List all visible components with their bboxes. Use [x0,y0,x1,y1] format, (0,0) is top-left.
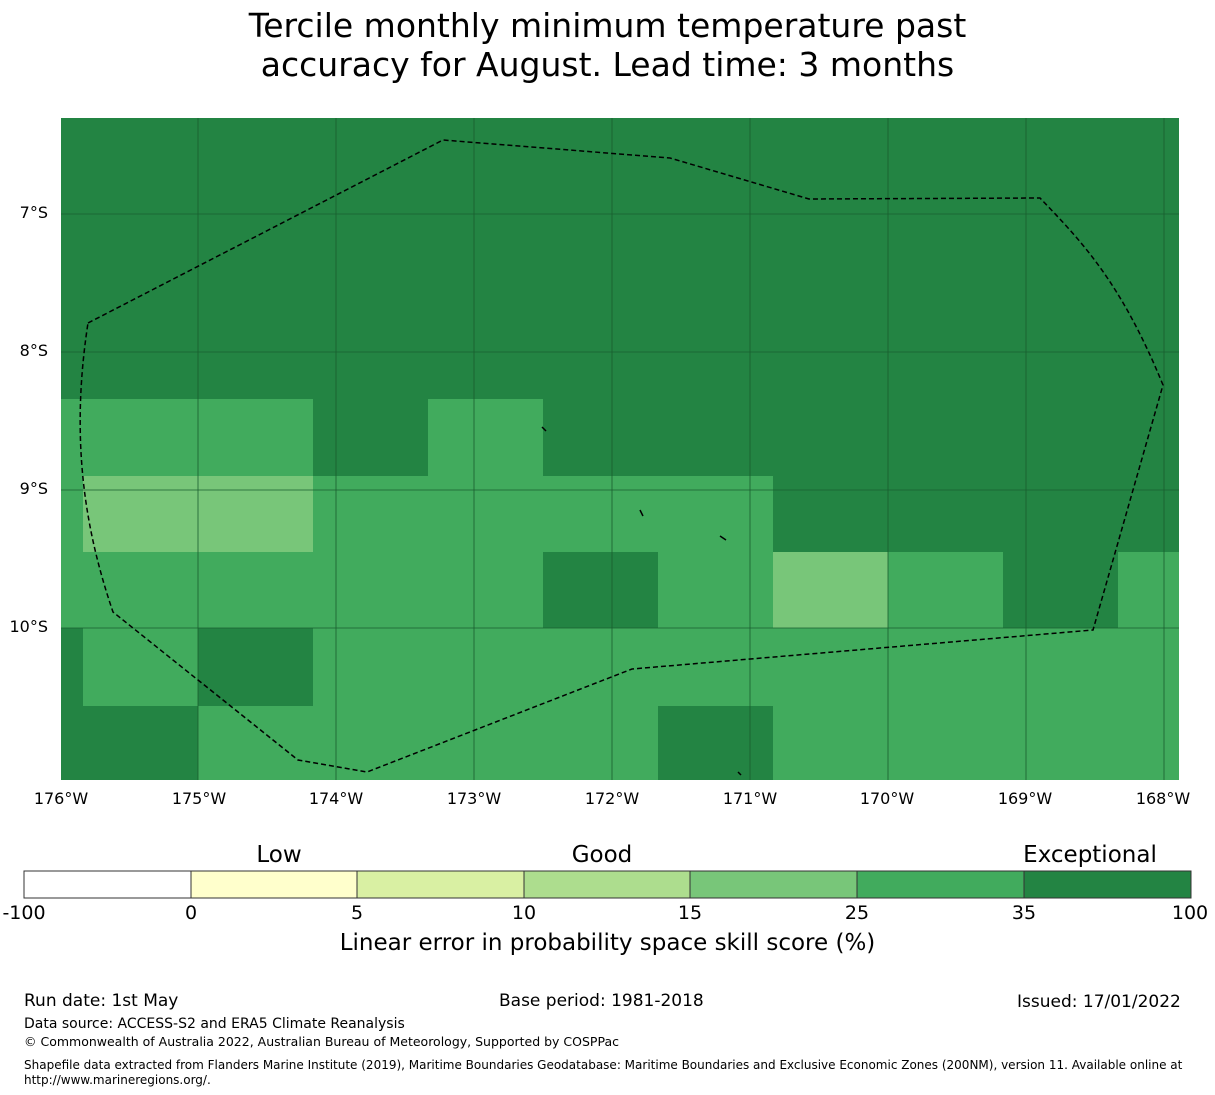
island-mark [639,509,644,517]
colorbar-tick: 25 [844,902,870,924]
run-date: Run date: 1st May [24,991,179,1011]
lat-label-8s: 8°S [19,341,48,360]
lon-label-168w: 168°W [1135,789,1191,808]
lon-label-176w: 176°W [33,789,89,808]
colorbar-tick: 5 [350,902,364,924]
base-period: Base period: 1981-2018 [499,991,704,1011]
skill-cell [658,552,773,628]
colorbar-tick: -100 [2,902,46,924]
lon-label-171w: 171°W [722,789,778,808]
colorbar-tick: 10 [511,902,537,924]
shapefile-credit: Shapefile data extracted from Flanders M… [24,1058,1183,1087]
skill-cell [61,399,313,476]
colorbar-box [689,870,858,899]
colorbar-box [523,870,691,899]
skill-cell [888,552,1003,628]
colorbar-label: Linear error in probability space skill … [339,930,876,956]
colorbar-box [356,870,525,899]
island-mark [737,771,742,776]
colorbar-box [23,870,192,899]
lon-label-169w: 169°W [997,789,1053,808]
copyright: © Commonwealth of Australia 2022, Austra… [24,1034,619,1049]
colorbar-tick: 15 [677,902,703,924]
skill-cell [773,552,888,628]
skill-cell [198,706,658,780]
data-source: Data source: ACCESS-S2 and ERA5 Climate … [24,1016,405,1032]
eez-boundary [79,139,1164,773]
lat-label-7s: 7°S [19,203,48,222]
skill-cell [313,628,1179,706]
skill-cell [773,706,1179,780]
lat-label-9s: 9°S [19,479,48,498]
colorbar-boxes [23,870,1192,899]
graticule [61,118,1179,780]
colorbar-category-low: Low [256,842,302,868]
skill-cell [428,399,543,476]
skill-cell [1118,552,1179,628]
title-line-1: Tercile monthly minimum temperature past [248,6,967,45]
colorbar-tick: 0 [184,902,198,924]
colorbar-box [1023,870,1192,899]
island-mark [541,426,547,432]
skill-cell [83,628,198,706]
colorbar-box [190,870,358,899]
lon-label-170w: 170°W [859,789,915,808]
skill-cell [61,552,543,628]
lon-label-174w: 174°W [308,789,364,808]
skill-grid [61,118,1179,780]
colorbar-box [856,870,1025,899]
lon-label-173w: 173°W [446,789,502,808]
colorbar-category-exceptional: Exceptional [1023,842,1157,868]
lon-label-175w: 175°W [171,789,227,808]
colorbar-tick: 100 [1171,902,1209,924]
island-marks [541,426,742,776]
lat-label-10s: 10°S [9,617,48,636]
issued-date: Issued: 17/01/2022 [1017,992,1181,1012]
map-title: Tercile monthly minimum temperature past… [0,6,1215,84]
colorbar-tick: 35 [1011,902,1037,924]
lon-label-172w: 172°W [584,789,640,808]
island-mark [719,535,727,541]
title-line-2: accuracy for August. Lead time: 3 months [260,45,955,84]
colorbar-category-good: Good [571,842,633,868]
